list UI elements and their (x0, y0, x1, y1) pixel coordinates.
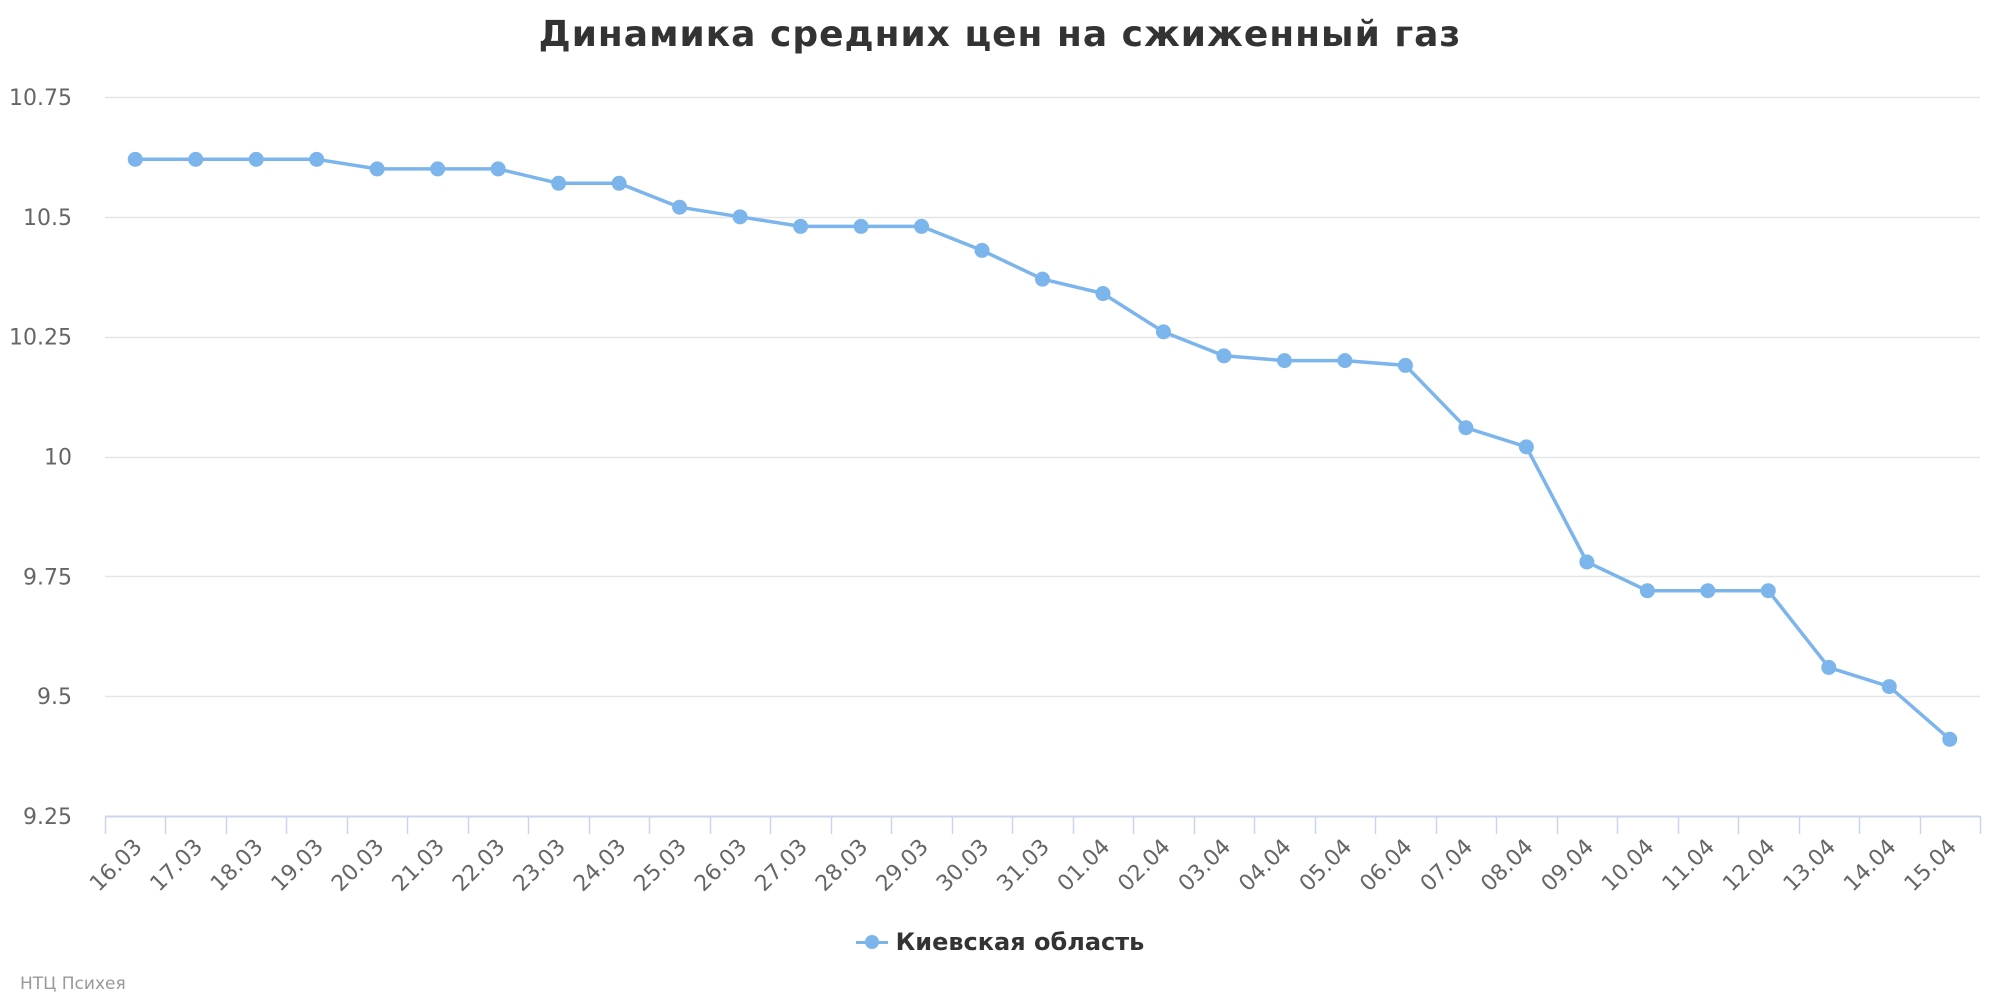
x-tick-label: 01.04 (1053, 835, 1115, 897)
data-point[interactable] (127, 151, 143, 167)
y-tick-label: 10.25 (9, 326, 72, 351)
x-axis (104, 815, 1982, 834)
legend-label: Киевская область (895, 928, 1145, 956)
x-tick-label: 15.04 (1900, 835, 1962, 897)
legend: Киевская область (0, 928, 2000, 957)
y-tick-label: 9.5 (37, 685, 72, 710)
x-tick-label: 08.04 (1476, 835, 1538, 897)
data-point[interactable] (1639, 583, 1655, 599)
x-tick-label: 06.04 (1355, 835, 1417, 897)
y-axis-labels: 9.25 9.5 9.75 10 10.25 10.5 10.75 (9, 86, 72, 830)
x-tick-label: 07.04 (1416, 835, 1478, 897)
x-tick-label: 03.04 (1174, 835, 1236, 897)
data-point[interactable] (1095, 286, 1111, 302)
chart-title: Динамика средних цен на сжиженный газ (538, 14, 1462, 55)
x-tick-label: 13.04 (1779, 835, 1841, 897)
x-tick-label: 11.04 (1658, 835, 1720, 897)
data-point[interactable] (309, 151, 325, 167)
data-point[interactable] (1821, 659, 1837, 675)
x-axis-labels: 16.0317.0318.0319.0320.0321.0322.0323.03… (85, 835, 1962, 897)
x-tick-label: 19.03 (267, 835, 329, 897)
x-tick-label: 16.03 (85, 835, 147, 897)
data-point[interactable] (248, 151, 264, 167)
x-tick-label: 26.03 (690, 835, 752, 897)
x-tick-label: 25.03 (630, 835, 692, 897)
data-point[interactable] (1397, 357, 1413, 373)
y-tick-label: 10 (44, 446, 72, 471)
x-tick-label: 23.03 (509, 835, 571, 897)
data-point[interactable] (1155, 324, 1171, 340)
x-tick-label: 10.04 (1597, 835, 1659, 897)
data-point[interactable] (1579, 554, 1595, 570)
x-tick-label: 02.04 (1113, 835, 1175, 897)
y-tick-label: 10.5 (23, 206, 72, 231)
credits[interactable]: НТЦ Психея (20, 974, 126, 994)
data-point[interactable] (732, 209, 748, 225)
data-point[interactable] (974, 242, 990, 258)
grid-lines (105, 96, 1980, 698)
x-tick-label: 27.03 (751, 835, 813, 897)
data-point[interactable] (1216, 348, 1232, 364)
x-tick-label: 09.04 (1537, 835, 1599, 897)
y-tick-label: 9.25 (23, 805, 72, 830)
data-point[interactable] (1337, 353, 1353, 369)
x-tick-label: 30.03 (932, 835, 994, 897)
data-point[interactable] (551, 175, 567, 191)
data-point[interactable] (1942, 731, 1958, 747)
data-point[interactable] (1035, 271, 1050, 287)
x-tick-label: 17.03 (146, 835, 208, 897)
x-tick-label: 29.03 (872, 835, 934, 897)
x-tick-label: 21.03 (388, 835, 450, 897)
data-point[interactable] (1881, 679, 1897, 695)
data-point[interactable] (853, 218, 869, 234)
x-tick-label: 20.03 (327, 835, 389, 897)
data-point[interactable] (611, 175, 627, 191)
x-tick-label: 31.03 (993, 835, 1055, 897)
data-point[interactable] (1518, 439, 1534, 455)
legend-marker-icon (855, 933, 888, 951)
x-tick-label: 22.03 (448, 835, 510, 897)
x-tick-label: 18.03 (206, 835, 268, 897)
data-point[interactable] (1276, 353, 1292, 369)
data-point[interactable] (672, 199, 688, 215)
data-point[interactable] (369, 161, 385, 177)
x-tick-label: 14.04 (1839, 835, 1901, 897)
y-tick-label: 10.75 (9, 86, 72, 111)
data-point[interactable] (188, 151, 204, 167)
x-tick-label: 12.04 (1718, 835, 1780, 897)
data-point[interactable] (1458, 420, 1474, 436)
x-tick-label: 04.04 (1234, 835, 1296, 897)
data-point[interactable] (793, 218, 809, 234)
series-line (133, 157, 1952, 742)
x-tick-label: 05.04 (1295, 835, 1357, 897)
data-point[interactable] (914, 218, 930, 234)
series-kievskaya-oblast[interactable] (127, 151, 1958, 747)
legend-item[interactable]: Киевская область (855, 928, 1145, 956)
data-point[interactable] (430, 161, 446, 177)
x-tick-label: 28.03 (811, 835, 873, 897)
y-tick-label: 9.75 (23, 565, 72, 590)
data-point[interactable] (1700, 583, 1716, 599)
data-point[interactable] (490, 161, 506, 177)
x-tick-label: 24.03 (569, 835, 631, 897)
data-point[interactable] (1760, 583, 1776, 599)
